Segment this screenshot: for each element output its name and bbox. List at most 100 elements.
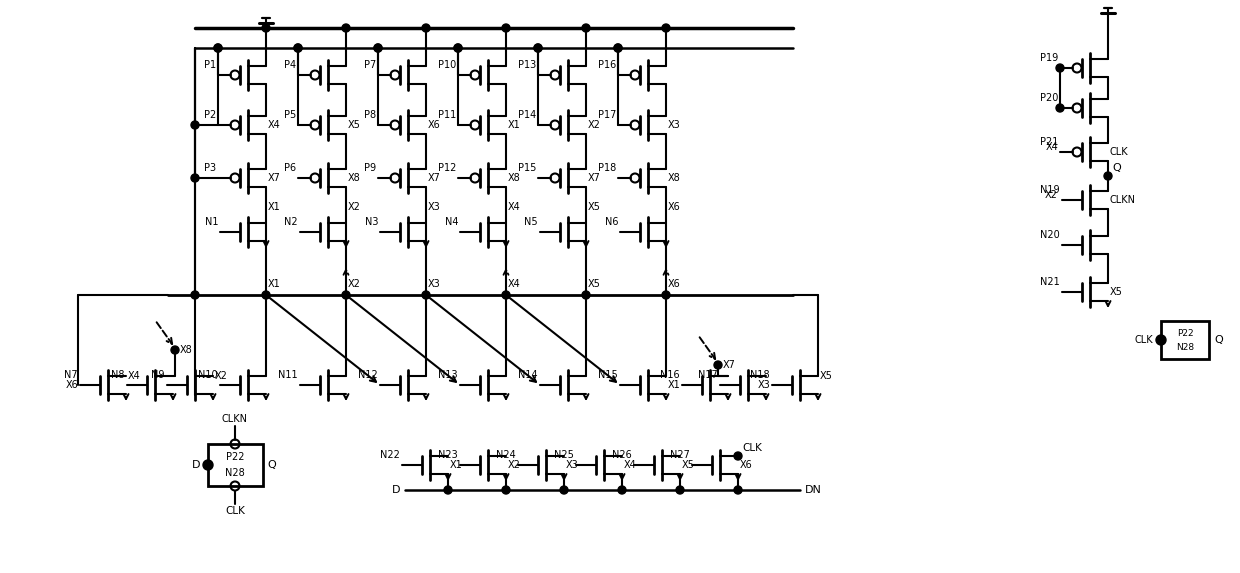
Text: N10: N10 (198, 370, 218, 380)
Text: X7: X7 (268, 173, 281, 183)
Text: P2: P2 (203, 110, 216, 120)
Text: P7: P7 (363, 60, 376, 70)
Text: X4: X4 (1045, 142, 1058, 152)
Text: N14: N14 (518, 370, 538, 380)
Circle shape (215, 44, 222, 52)
Text: N11: N11 (278, 370, 298, 380)
Text: N20: N20 (1040, 230, 1060, 240)
Circle shape (1056, 104, 1064, 112)
Circle shape (1156, 335, 1166, 345)
Text: P1: P1 (203, 60, 216, 70)
Text: N3: N3 (365, 217, 378, 227)
Text: N8: N8 (112, 370, 125, 380)
Text: X7: X7 (588, 173, 601, 183)
Text: P5: P5 (284, 110, 296, 120)
Circle shape (374, 44, 382, 52)
Bar (1161, 321, 1209, 359)
Text: N2: N2 (284, 217, 298, 227)
Text: X8: X8 (508, 173, 521, 183)
Text: P10: P10 (438, 60, 456, 70)
Circle shape (294, 44, 303, 52)
Text: Q: Q (1214, 335, 1223, 345)
Text: X5: X5 (820, 371, 833, 381)
Text: X6: X6 (66, 380, 78, 390)
Text: X8: X8 (348, 173, 361, 183)
Circle shape (502, 24, 510, 32)
Text: X5: X5 (682, 460, 694, 470)
Circle shape (215, 44, 222, 52)
Text: P19: P19 (1040, 53, 1058, 63)
Text: N27: N27 (670, 450, 689, 460)
Text: X5: X5 (1110, 287, 1123, 297)
Text: P16: P16 (598, 60, 616, 70)
Circle shape (502, 486, 510, 494)
Text: X1: X1 (268, 202, 280, 212)
Circle shape (560, 486, 568, 494)
Text: X4: X4 (508, 279, 521, 289)
Text: P22: P22 (1177, 328, 1193, 337)
Circle shape (734, 486, 742, 494)
Circle shape (191, 291, 198, 299)
Circle shape (191, 174, 198, 182)
Circle shape (444, 486, 453, 494)
Text: X6: X6 (668, 279, 681, 289)
Circle shape (582, 291, 590, 299)
Text: N26: N26 (613, 450, 632, 460)
Text: N4: N4 (444, 217, 458, 227)
Text: N1: N1 (205, 217, 218, 227)
Text: P21: P21 (1039, 137, 1058, 147)
Text: P20: P20 (1039, 93, 1058, 103)
Text: X1: X1 (667, 380, 680, 390)
Text: N24: N24 (496, 450, 516, 460)
Text: P11: P11 (438, 110, 456, 120)
Text: CLKN: CLKN (222, 414, 248, 424)
Text: X2: X2 (215, 371, 228, 381)
Circle shape (1056, 64, 1064, 72)
Text: N25: N25 (554, 450, 574, 460)
Text: P6: P6 (284, 163, 296, 173)
Text: X5: X5 (588, 279, 601, 289)
Circle shape (618, 486, 626, 494)
Text: P12: P12 (438, 163, 456, 173)
Circle shape (262, 24, 270, 32)
Text: X4: X4 (128, 371, 141, 381)
Circle shape (171, 346, 179, 354)
Text: N18: N18 (750, 370, 770, 380)
Text: N7: N7 (64, 370, 78, 380)
Circle shape (714, 361, 722, 369)
Circle shape (502, 291, 510, 299)
Text: N28: N28 (1176, 343, 1194, 351)
Circle shape (614, 44, 622, 52)
Text: P9: P9 (363, 163, 376, 173)
Circle shape (582, 24, 590, 32)
Text: X4: X4 (268, 120, 280, 130)
Text: P14: P14 (518, 110, 536, 120)
Circle shape (374, 44, 382, 52)
Text: N13: N13 (439, 370, 458, 380)
Text: X6: X6 (428, 120, 440, 130)
Text: CLK: CLK (1110, 147, 1128, 157)
Text: N23: N23 (438, 450, 458, 460)
Text: X1: X1 (508, 120, 521, 130)
Circle shape (734, 452, 742, 460)
Circle shape (534, 44, 542, 52)
Text: P15: P15 (517, 163, 536, 173)
Text: DN: DN (805, 485, 822, 495)
Text: D: D (392, 485, 401, 495)
Text: X6: X6 (740, 460, 753, 470)
Circle shape (662, 291, 670, 299)
Circle shape (534, 44, 542, 52)
Circle shape (422, 24, 430, 32)
Text: X2: X2 (588, 120, 601, 130)
Text: X8: X8 (668, 173, 681, 183)
Text: X3: X3 (668, 120, 681, 130)
Circle shape (422, 291, 430, 299)
Text: X5: X5 (348, 120, 361, 130)
Circle shape (676, 486, 684, 494)
Text: Q: Q (267, 460, 275, 470)
Circle shape (294, 44, 303, 52)
Text: X2: X2 (348, 202, 361, 212)
Text: N9: N9 (151, 370, 165, 380)
Text: X7: X7 (428, 173, 441, 183)
Circle shape (1104, 172, 1112, 180)
